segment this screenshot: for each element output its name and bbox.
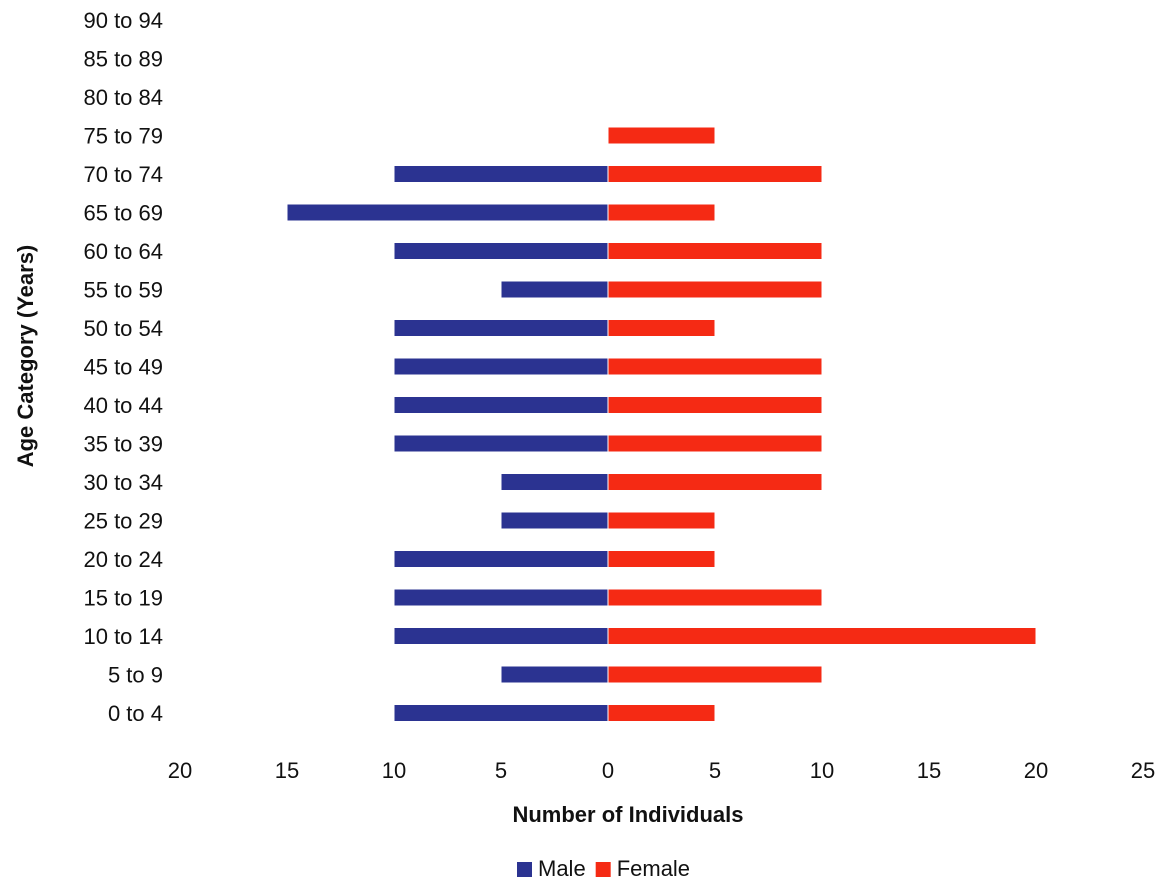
male-bar xyxy=(286,203,609,222)
male-bar xyxy=(393,627,609,645)
x-tick-label: 25 xyxy=(1131,758,1155,783)
x-tick-label: 5 xyxy=(495,758,507,783)
male-bar xyxy=(500,665,609,684)
x-tick-label: 10 xyxy=(382,758,406,783)
male-bar xyxy=(393,319,609,337)
legend: Male Female xyxy=(517,856,690,881)
male-bar xyxy=(393,165,609,183)
male-bar xyxy=(393,550,609,568)
category-label: 10 to 14 xyxy=(83,624,163,649)
category-label: 80 to 84 xyxy=(83,85,163,110)
female-bar xyxy=(607,627,1037,645)
x-tick-label: 15 xyxy=(275,758,299,783)
bars xyxy=(286,126,1037,722)
category-label: 85 to 89 xyxy=(83,47,163,72)
category-label: 65 to 69 xyxy=(83,201,163,226)
category-label: 20 to 24 xyxy=(83,547,163,572)
category-label: 30 to 34 xyxy=(83,470,163,495)
male-legend-swatch xyxy=(517,862,532,877)
female-bar xyxy=(607,434,823,453)
category-label: 45 to 49 xyxy=(83,355,163,380)
female-bar xyxy=(607,203,716,222)
female-bar xyxy=(607,396,823,414)
female-bar xyxy=(607,242,823,260)
male-bar xyxy=(393,357,609,376)
category-label: 15 to 19 xyxy=(83,586,163,611)
category-label: 55 to 59 xyxy=(83,278,163,303)
category-label: 40 to 44 xyxy=(83,393,163,418)
female-bar xyxy=(607,165,823,183)
x-tick-label: 20 xyxy=(168,758,192,783)
male-bar xyxy=(393,242,609,260)
y-axis-title: Age Category (Years) xyxy=(13,245,38,468)
female-bar xyxy=(607,126,716,145)
male-bar xyxy=(500,473,609,491)
category-label: 35 to 39 xyxy=(83,432,163,457)
category-label: 25 to 29 xyxy=(83,509,163,534)
female-bar xyxy=(607,319,716,337)
female-bar xyxy=(607,704,716,722)
male-legend-label: Male xyxy=(538,856,586,881)
category-label: 60 to 64 xyxy=(83,239,163,264)
x-tick-label: 15 xyxy=(917,758,941,783)
category-labels: 0 to 4 5 to 9 10 to 14 15 to 19 20 to 24 25 t… xyxy=(83,8,163,726)
female-bar xyxy=(607,280,823,299)
female-bar xyxy=(607,550,716,568)
category-label: 5 to 9 xyxy=(108,663,163,688)
male-bar xyxy=(500,280,609,299)
male-bar xyxy=(393,588,609,607)
category-label: 50 to 54 xyxy=(83,316,163,341)
male-bar xyxy=(393,434,609,453)
category-label: 90 to 94 xyxy=(83,8,163,33)
female-bar xyxy=(607,357,823,376)
x-tick-label: 5 xyxy=(709,758,721,783)
female-legend-swatch xyxy=(595,862,611,877)
x-axis-title: Number of Individuals xyxy=(512,802,743,827)
female-bar xyxy=(607,588,823,607)
female-bar xyxy=(607,473,823,491)
x-tick-label: 20 xyxy=(1024,758,1048,783)
male-bar xyxy=(393,396,609,414)
male-bar xyxy=(500,511,609,530)
x-axis-ticks: 20 15 10 5 0 5 10 15 20 25 xyxy=(168,758,1155,783)
category-label: 0 to 4 xyxy=(108,701,163,726)
female-bar xyxy=(607,511,716,530)
male-bar xyxy=(393,704,609,722)
female-legend-label: Female xyxy=(617,856,690,881)
female-bar xyxy=(607,665,823,684)
category-label: 75 to 79 xyxy=(83,124,163,149)
category-label: 70 to 74 xyxy=(83,162,163,187)
x-tick-label: 10 xyxy=(810,758,834,783)
x-tick-label: 0 xyxy=(602,758,614,783)
